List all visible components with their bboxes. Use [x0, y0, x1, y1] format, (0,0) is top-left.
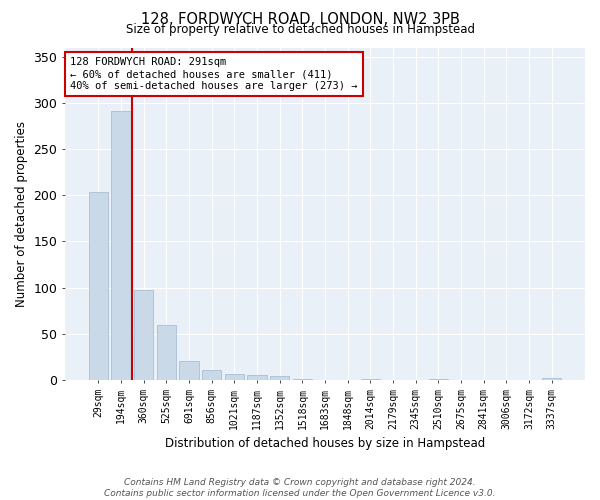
Bar [270, 376, 289, 380]
Text: Contains HM Land Registry data © Crown copyright and database right 2024.
Contai: Contains HM Land Registry data © Crown c… [104, 478, 496, 498]
Y-axis label: Number of detached properties: Number of detached properties [15, 120, 28, 306]
X-axis label: Distribution of detached houses by size in Hampstead: Distribution of detached houses by size … [165, 437, 485, 450]
Bar [225, 374, 244, 380]
Text: 128 FORDWYCH ROAD: 291sqm
← 60% of detached houses are smaller (411)
40% of semi: 128 FORDWYCH ROAD: 291sqm ← 60% of detac… [70, 58, 358, 90]
Text: 128, FORDWYCH ROAD, LONDON, NW2 3PB: 128, FORDWYCH ROAD, LONDON, NW2 3PB [140, 12, 460, 28]
Bar [293, 379, 312, 380]
Bar [202, 370, 221, 380]
Bar [429, 379, 448, 380]
Bar [157, 326, 176, 380]
Text: Size of property relative to detached houses in Hampstead: Size of property relative to detached ho… [125, 22, 475, 36]
Bar [112, 111, 131, 380]
Bar [542, 378, 562, 380]
Bar [361, 379, 380, 380]
Bar [179, 360, 199, 380]
Bar [134, 290, 154, 380]
Bar [89, 192, 108, 380]
Bar [247, 376, 266, 380]
